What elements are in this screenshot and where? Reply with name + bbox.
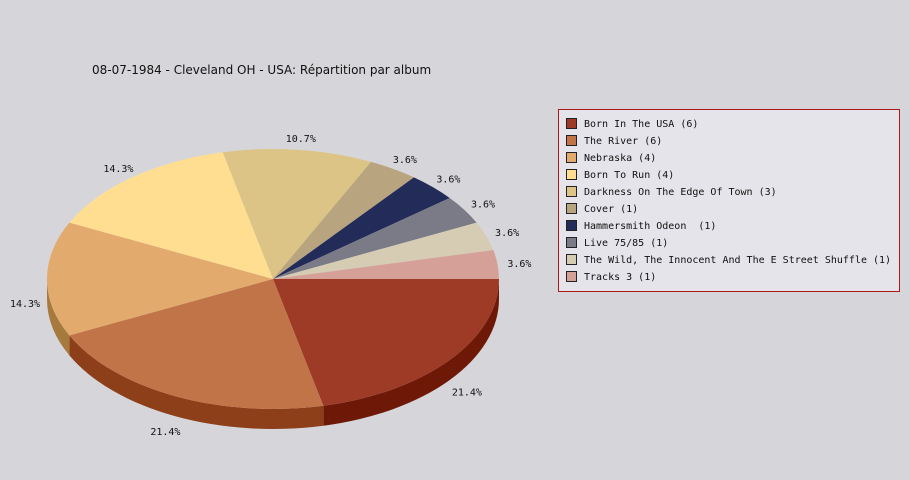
pie-slice-the-wild-the-innocent-and-the-e-street-shuffle — [273, 222, 494, 279]
pie-slice-hammersmith-odeon — [273, 177, 450, 279]
legend-label-the-river: The River (6) — [584, 136, 662, 147]
legend-swatch-born-in-the-usa — [566, 118, 577, 129]
pie-side-born-in-the-usa — [323, 279, 499, 426]
pie-pct-label: 3.6% — [471, 200, 495, 211]
pie-slice-darkness-on-the-edge-of-town — [222, 149, 372, 279]
legend-label-cover: Cover (1) — [584, 204, 638, 215]
legend-label-tracks-3: Tracks 3 (1) — [584, 272, 656, 283]
legend-swatch-nebraska — [566, 152, 577, 163]
legend-swatch-hammersmith-odeon — [566, 220, 577, 231]
pie-pct-label: 10.7% — [286, 134, 316, 145]
pie-slice-live-75-85 — [273, 197, 477, 279]
pie-pct-label: 3.6% — [436, 175, 460, 186]
pie-side-nebraska — [47, 279, 70, 356]
pie-pct-label: 3.6% — [507, 259, 531, 270]
legend-label-the-wild-the-innocent-and-the-e-street-shuffle: The Wild, The Innocent And The E Street … — [584, 255, 891, 266]
pie-pct-label: 21.4% — [452, 388, 482, 399]
legend-swatch-the-wild-the-innocent-and-the-e-street-shuffle — [566, 254, 577, 265]
legend-label-darkness-on-the-edge-of-town: Darkness On The Edge Of Town (3) — [584, 187, 777, 198]
legend-label-born-to-run: Born To Run (4) — [584, 170, 674, 181]
pie-pct-label: 3.6% — [495, 228, 519, 239]
pie-pct-label: 21.4% — [150, 427, 180, 438]
pie-slice-tracks-3 — [273, 250, 499, 279]
pie-slice-born-in-the-usa — [273, 279, 499, 406]
legend-swatch-born-to-run — [566, 169, 577, 180]
pie-slices — [47, 149, 499, 410]
legend-label-born-in-the-usa: Born In The USA (6) — [584, 119, 698, 130]
pie-slice-the-river — [69, 279, 324, 410]
pie-pct-label: 14.3% — [103, 164, 133, 175]
pie-slice-cover — [273, 161, 414, 279]
pie-sides — [47, 279, 499, 429]
legend-swatch-darkness-on-the-edge-of-town — [566, 186, 577, 197]
pie-pct-label: 14.3% — [10, 299, 40, 310]
pie-pct-label: 3.6% — [393, 155, 417, 166]
legend-swatch-live-75-85 — [566, 237, 577, 248]
chart-title: 08-07-1984 - Cleveland OH - USA: Réparti… — [92, 63, 431, 77]
pie-side-the-river — [69, 335, 324, 429]
legend-label-nebraska: Nebraska (4) — [584, 153, 656, 164]
legend-items: Born In The USA (6) The River (6) Nebraska… — [566, 118, 891, 283]
legend-box — [558, 109, 900, 292]
legend-label-hammersmith-odeon: Hammersmith Odeon (1) — [584, 221, 716, 232]
legend-label-live-75-85: Live 75/85 (1) — [584, 238, 668, 249]
legend-swatch-tracks-3 — [566, 271, 577, 282]
pie-slice-nebraska — [47, 222, 273, 336]
legend-swatch-the-river — [566, 135, 577, 146]
pie-labels: 21.4% 21.4% 14.3% 14.3% 10.7% 3.6% 3.6% 3.6% 3.6… — [10, 134, 532, 438]
pie-slice-born-to-run — [69, 152, 273, 279]
legend: Born In The USA (6) The River (6) Nebraska… — [558, 109, 900, 292]
legend-swatch-cover — [566, 203, 577, 214]
